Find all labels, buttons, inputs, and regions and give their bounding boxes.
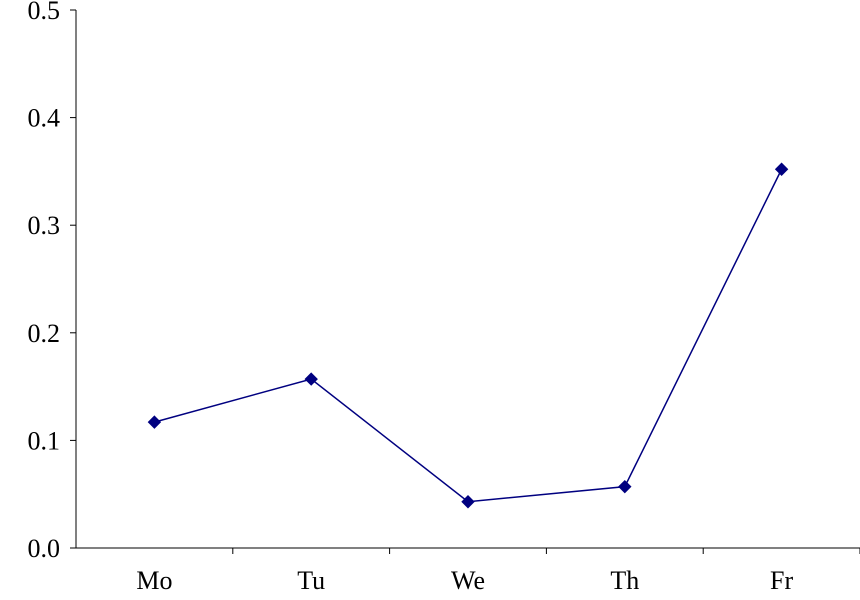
data-point-we — [461, 495, 475, 509]
x-axis: Mo Tu We Th Fr — [76, 547, 860, 595]
y-tick-label: 0.5 — [28, 0, 61, 25]
y-tick-label: 0.2 — [28, 319, 61, 348]
x-tick-label: Mo — [136, 566, 172, 595]
x-tick-label: Th — [610, 566, 639, 595]
y-tick-label: 0.1 — [28, 426, 61, 455]
data-point-tu — [304, 372, 318, 386]
y-tick-label: 0.0 — [28, 534, 61, 563]
y-tick-label: 0.4 — [28, 104, 61, 133]
x-tick-label: We — [451, 566, 485, 595]
data-point-mo — [147, 415, 162, 429]
series-layer — [147, 162, 789, 509]
data-point-fr — [774, 162, 789, 176]
x-tick-label: Fr — [770, 566, 793, 595]
y-axis: 0.0 0.1 0.2 0.3 0.4 0.5 — [28, 0, 77, 563]
x-tick-label: Tu — [297, 566, 325, 595]
series-line — [154, 168, 783, 503]
data-point-th — [618, 479, 632, 494]
y-tick-label: 0.3 — [28, 211, 61, 240]
